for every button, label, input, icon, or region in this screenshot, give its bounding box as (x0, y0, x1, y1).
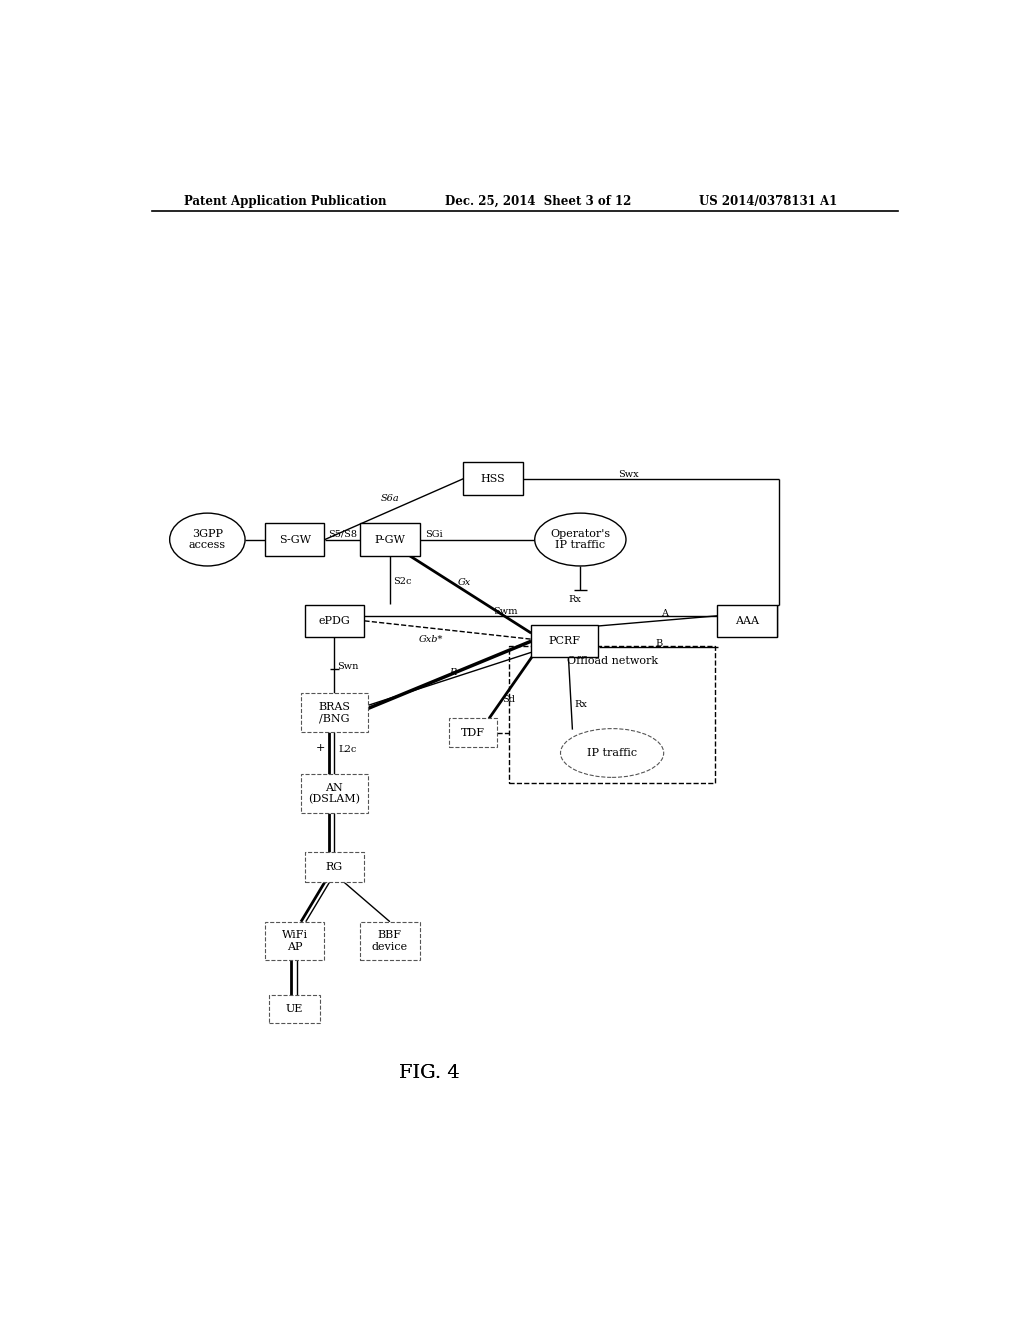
Text: B: B (655, 639, 663, 648)
Text: L2c: L2c (338, 746, 356, 755)
Text: BBF
device: BBF device (372, 931, 408, 952)
Text: FIG. 4: FIG. 4 (399, 1064, 460, 1082)
FancyBboxPatch shape (360, 523, 420, 556)
Text: A: A (662, 610, 669, 618)
Text: WiFi
AP: WiFi AP (282, 931, 308, 952)
FancyBboxPatch shape (360, 921, 420, 961)
Text: S-GW: S-GW (279, 535, 310, 545)
Text: IP traffic: IP traffic (587, 748, 637, 758)
Text: R: R (450, 668, 457, 677)
Ellipse shape (170, 513, 245, 566)
Text: AAA: AAA (735, 616, 759, 626)
Text: Sd: Sd (502, 694, 515, 704)
Text: FIG. 4: FIG. 4 (399, 1064, 460, 1082)
FancyBboxPatch shape (717, 605, 777, 638)
Text: +: + (315, 743, 325, 752)
Text: US 2014/0378131 A1: US 2014/0378131 A1 (699, 194, 838, 207)
FancyBboxPatch shape (509, 647, 715, 784)
Text: S2c: S2c (393, 577, 412, 586)
FancyBboxPatch shape (269, 995, 321, 1023)
Text: UE: UE (286, 1005, 303, 1014)
FancyBboxPatch shape (450, 718, 497, 747)
Text: Gx: Gx (458, 578, 471, 586)
FancyBboxPatch shape (304, 851, 365, 882)
Ellipse shape (535, 513, 626, 566)
FancyBboxPatch shape (463, 462, 523, 495)
Text: PCRF: PCRF (549, 636, 581, 647)
Text: Rx: Rx (568, 595, 582, 605)
Text: RG: RG (326, 862, 343, 871)
FancyBboxPatch shape (265, 523, 325, 556)
FancyBboxPatch shape (301, 693, 368, 731)
Text: SGi: SGi (425, 529, 442, 539)
Text: S6a: S6a (380, 495, 399, 503)
Text: Gxb*: Gxb* (419, 635, 443, 644)
Text: ePDG: ePDG (318, 616, 350, 626)
Text: HSS: HSS (480, 474, 506, 483)
Text: TDF: TDF (461, 727, 485, 738)
Text: Patent Application Publication: Patent Application Publication (183, 194, 386, 207)
Text: 3GPP
access: 3GPP access (188, 529, 226, 550)
Text: Offload network: Offload network (566, 656, 657, 667)
Text: BRAS
/BNG: BRAS /BNG (318, 701, 350, 723)
Text: Rx: Rx (574, 700, 588, 709)
Text: Swm: Swm (494, 607, 517, 616)
Text: Dec. 25, 2014  Sheet 3 of 12: Dec. 25, 2014 Sheet 3 of 12 (445, 194, 632, 207)
Text: S5/S8: S5/S8 (328, 529, 357, 539)
Text: Swx: Swx (618, 470, 639, 479)
Text: Operator's
IP traffic: Operator's IP traffic (550, 529, 610, 550)
FancyBboxPatch shape (301, 775, 368, 813)
Text: P-GW: P-GW (375, 535, 406, 545)
FancyBboxPatch shape (530, 624, 598, 657)
Text: AN
(DSLAM): AN (DSLAM) (308, 783, 360, 805)
Ellipse shape (560, 729, 664, 777)
Text: Swn: Swn (338, 663, 358, 671)
FancyBboxPatch shape (265, 921, 325, 961)
FancyBboxPatch shape (304, 605, 365, 638)
